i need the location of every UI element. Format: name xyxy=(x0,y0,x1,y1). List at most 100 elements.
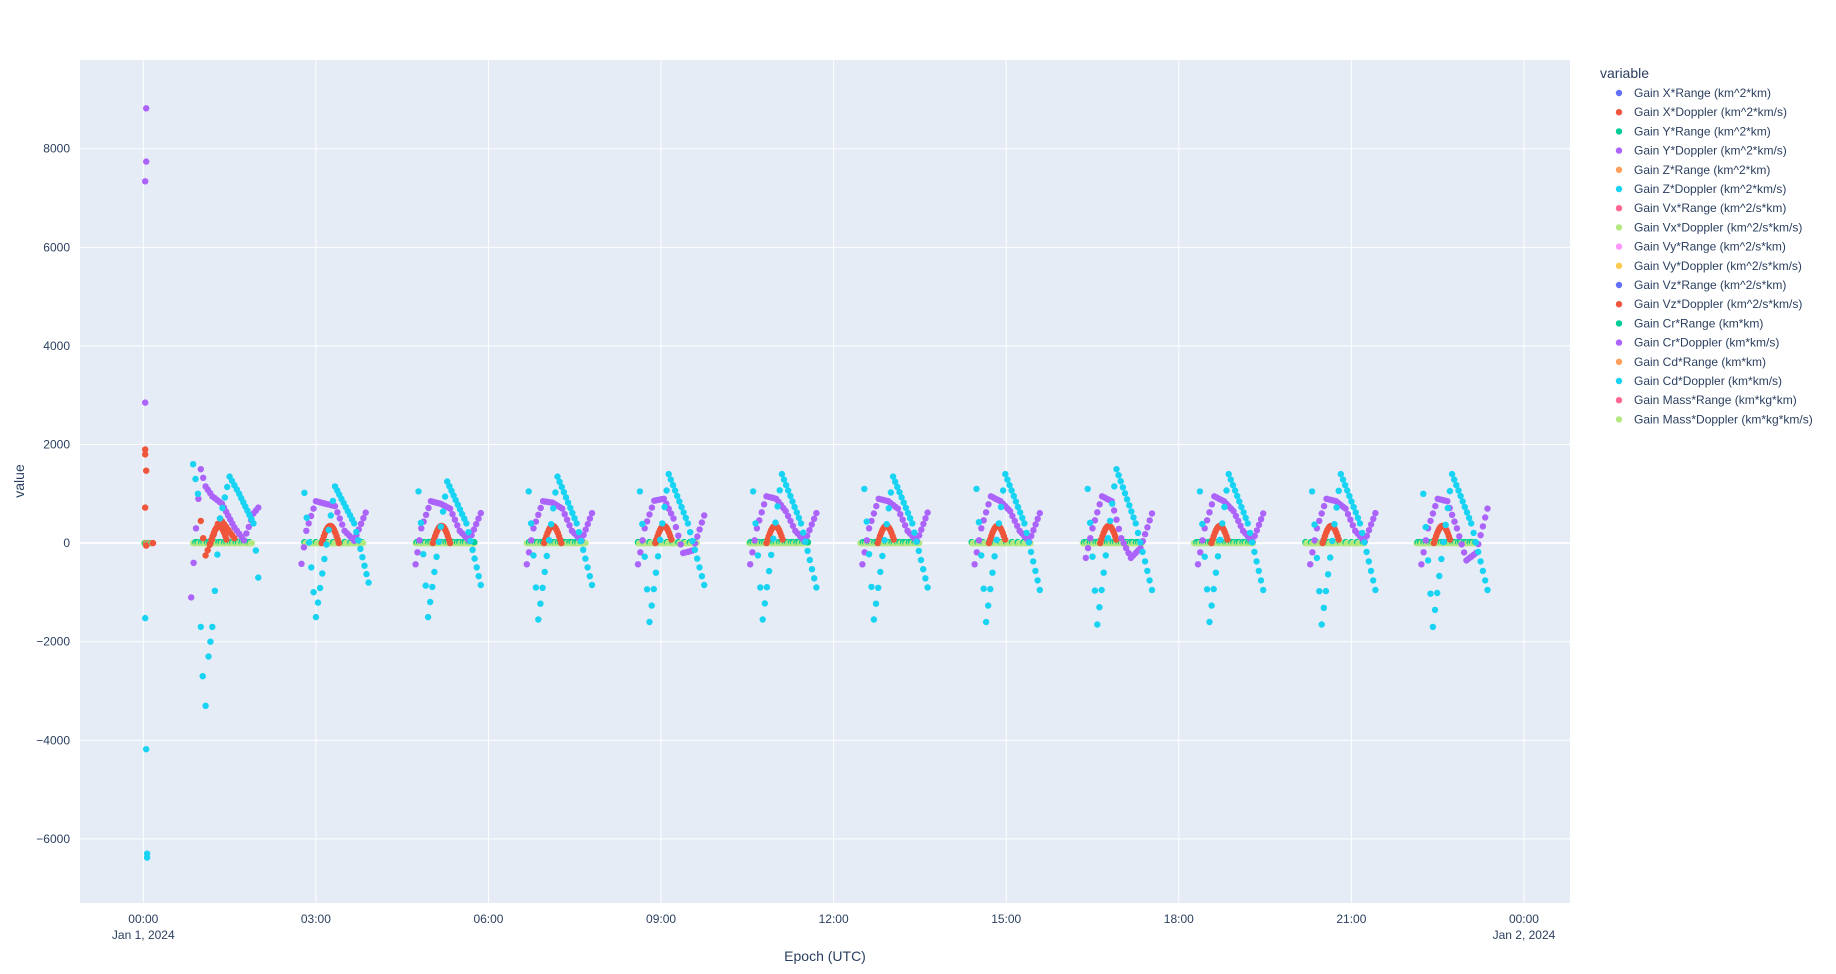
legend-label: Gain Cr*Range (km*km) xyxy=(1634,316,1763,330)
data-point xyxy=(1027,548,1035,556)
data-point xyxy=(348,535,355,542)
data-point xyxy=(1132,520,1139,527)
data-point xyxy=(667,510,675,517)
data-point xyxy=(782,481,790,489)
data-point xyxy=(535,616,542,623)
data-point xyxy=(765,567,773,575)
data-point xyxy=(566,522,573,529)
data-point xyxy=(195,495,202,502)
data-point xyxy=(670,515,677,522)
data-point xyxy=(1224,536,1231,543)
data-point xyxy=(1218,496,1225,504)
data-point xyxy=(1324,571,1332,578)
data-point xyxy=(924,584,931,591)
legend-item[interactable]: Gain Vz*Doppler (km^2/s*km/s) xyxy=(1615,297,1803,311)
data-point xyxy=(1146,517,1153,524)
legend-item[interactable]: Gain Vz*Range (km^2/s*km) xyxy=(1615,278,1787,292)
legend[interactable]: Gain X*Range (km^2*km) Gain X*Doppler (km… xyxy=(1615,86,1813,426)
data-point xyxy=(429,583,436,591)
data-point xyxy=(1418,561,1425,568)
data-point xyxy=(454,522,461,529)
data-point xyxy=(997,503,1005,511)
legend-item[interactable]: Gain Z*Range (km^2*km) xyxy=(1615,163,1771,177)
data-point xyxy=(325,526,332,534)
data-point xyxy=(1122,544,1130,552)
data-point xyxy=(1113,516,1120,523)
data-point xyxy=(661,503,668,511)
data-point xyxy=(789,498,796,505)
data-point xyxy=(751,537,758,544)
y-tick-label: 6000 xyxy=(43,240,70,254)
data-point xyxy=(1199,537,1206,544)
data-point xyxy=(310,589,317,596)
data-point xyxy=(1470,529,1477,537)
data-point xyxy=(567,504,574,511)
data-point xyxy=(687,529,694,536)
data-point xyxy=(189,461,197,468)
legend-item[interactable]: Gain X*Doppler (km^2*km/s) xyxy=(1615,105,1787,119)
data-point xyxy=(1255,567,1263,575)
legend-item[interactable]: Gain Mass*Doppler (km*kg*km/s) xyxy=(1615,412,1813,426)
data-point xyxy=(1196,488,1204,495)
legend-label: Gain Vz*Doppler (km^2/s*km/s) xyxy=(1634,297,1802,311)
data-point xyxy=(229,532,236,539)
data-point xyxy=(359,539,367,547)
data-point xyxy=(192,475,199,483)
y-tick-label: 8000 xyxy=(43,142,70,156)
data-point xyxy=(207,638,214,645)
data-point xyxy=(774,503,781,510)
data-point xyxy=(760,501,768,508)
legend-label: Gain Vx*Doppler (km^2/s*km/s) xyxy=(1634,220,1802,234)
data-point xyxy=(1465,514,1473,522)
data-point xyxy=(1141,531,1149,538)
legend-item[interactable]: Gain Vx*Doppler (km^2/s*km/s) xyxy=(1615,220,1803,234)
data-point xyxy=(142,446,149,453)
data-point xyxy=(1451,476,1458,483)
legend-item[interactable]: Gain Cr*Range (km*km) xyxy=(1615,316,1764,330)
legend-item[interactable]: Gain Cd*Range (km*km) xyxy=(1615,355,1766,369)
data-point xyxy=(1096,501,1103,508)
legend-item[interactable]: Gain Mass*Range (km*kg*km) xyxy=(1615,393,1797,407)
data-point xyxy=(920,566,927,573)
data-point xyxy=(190,559,197,566)
data-point xyxy=(806,556,813,564)
data-point xyxy=(1453,525,1461,532)
data-point xyxy=(892,478,899,485)
data-point xyxy=(586,573,593,580)
data-point xyxy=(757,584,764,591)
legend-item[interactable]: Gain Vy*Range (km^2/s*km) xyxy=(1615,240,1786,254)
data-point xyxy=(811,575,818,582)
data-point xyxy=(1008,487,1015,494)
data-point xyxy=(1251,548,1258,556)
data-point xyxy=(1030,558,1037,565)
legend-item[interactable]: Gain Cd*Doppler (km*km/s) xyxy=(1615,374,1782,388)
legend-item[interactable]: Gain Vx*Range (km^2/s*km) xyxy=(1615,201,1787,215)
legend-item[interactable]: Gain Y*Range (km^2*km) xyxy=(1615,124,1771,138)
data-point xyxy=(562,494,570,501)
legend-item[interactable]: Gain Z*Doppler (km^2*km/s) xyxy=(1615,182,1787,196)
data-point xyxy=(1087,535,1094,542)
data-point xyxy=(1113,536,1120,543)
data-point xyxy=(978,552,985,559)
data-point xyxy=(882,497,890,504)
data-point xyxy=(1214,553,1222,560)
legend-label: Gain Vy*Range (km^2/s*km) xyxy=(1634,240,1786,254)
legend-item[interactable]: Gain X*Range (km^2*km) xyxy=(1615,86,1771,100)
data-point xyxy=(1221,503,1228,511)
data-point xyxy=(643,518,651,525)
legend-item[interactable]: Gain Vy*Doppler (km^2/s*km/s) xyxy=(1615,259,1802,273)
legend-item[interactable]: Gain Cr*Doppler (km*km/s) xyxy=(1615,336,1780,350)
data-point xyxy=(1311,537,1318,544)
data-point xyxy=(422,582,429,589)
data-point xyxy=(1100,569,1107,576)
data-point xyxy=(563,516,571,523)
legend-label: Gain X*Doppler (km^2*km/s) xyxy=(1634,105,1787,119)
legend-item[interactable]: Gain Y*Doppler (km^2*km/s) xyxy=(1615,144,1787,158)
data-point xyxy=(586,515,594,522)
data-point xyxy=(205,653,212,660)
data-point xyxy=(219,504,226,512)
data-point xyxy=(1479,523,1487,530)
y-tick-labels: −6000 −4000 −2000 0 2000 4000 6000 8000 xyxy=(36,142,70,846)
data-point xyxy=(329,497,337,505)
data-point xyxy=(224,483,231,491)
